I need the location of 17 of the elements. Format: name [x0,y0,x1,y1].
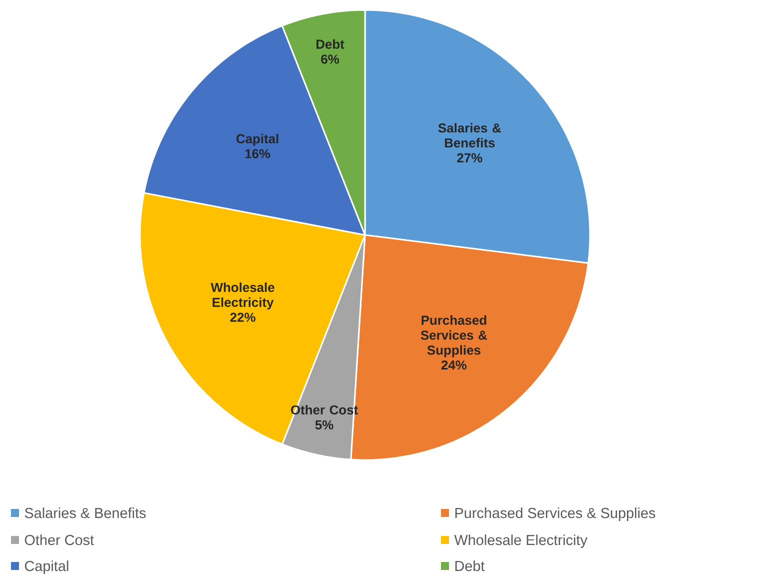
legend-label: Salaries & Benefits [24,508,146,518]
slice-label: Salaries & Benefits [438,123,501,148]
legend-label: Purchased Services & Supplies [455,508,656,521]
data-label: 5% [315,420,334,430]
legend-label: Wholesale Electricity [454,534,588,548]
legend-label: Other Cost [24,534,94,546]
data-label: 24% [441,360,467,370]
data-label: 22% [230,312,256,322]
slice-label: Wholesale Electricity [210,282,274,310]
data-label: 16% [245,149,270,158]
slice-label: Debt [316,39,344,49]
slice-label: Capital [236,134,278,146]
legend-label: Capital [24,560,68,574]
data-label: 27% [457,153,482,162]
slice-label: Purchased Services & Supplies [420,315,487,358]
data-label: 6% [321,54,340,64]
legend-label: Debt [455,560,485,572]
